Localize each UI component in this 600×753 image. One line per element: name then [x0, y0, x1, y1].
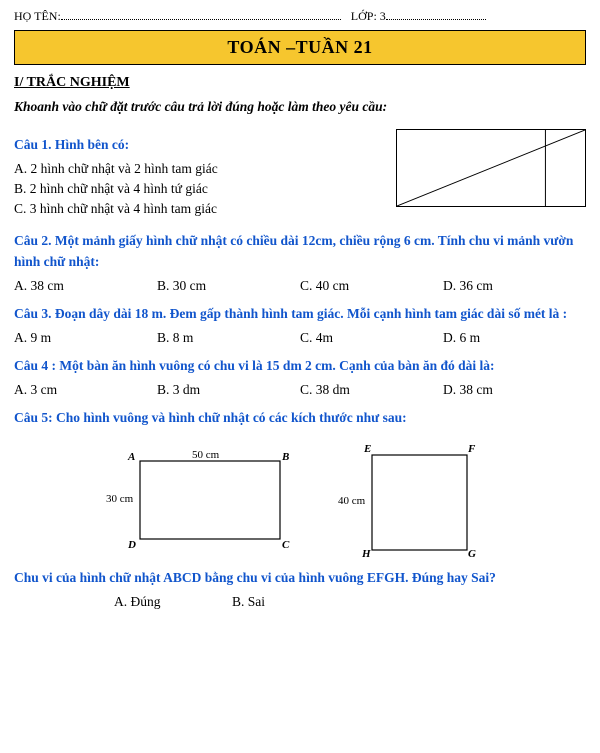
q2-opt-b: B. 30 cm [157, 278, 300, 294]
q5-opt-a: A. Đúng [114, 594, 232, 610]
q1: Câu 1. Hình bên có: A. 2 hình chữ nhật v… [14, 125, 586, 221]
header-row: HỌ TÊN: LỚP: 3 [14, 8, 586, 24]
q2-opt-a: A. 38 cm [14, 278, 157, 294]
q5-sq-G: G [468, 548, 476, 560]
q5-sq-F: F [468, 443, 475, 455]
q1-opt-c: C. 3 hình chữ nhật và 4 hình tam giác [14, 201, 388, 217]
q5-sq-E: E [364, 443, 371, 455]
q4-opt-b: B. 3 dm [157, 382, 300, 398]
q5-rect: A B C D 50 cm 30 cm [120, 443, 290, 553]
q1-figure [396, 129, 586, 207]
q5-rect-A: A [128, 451, 135, 463]
q5-rect-C: C [282, 539, 289, 551]
q2-prompt: Câu 2. Một mảnh giấy hình chữ nhật có ch… [14, 231, 586, 272]
q5-square: E F G H 40 cm [350, 443, 480, 558]
q2-opt-d: D. 36 cm [443, 278, 586, 294]
class-label: LỚP: 3 [351, 9, 386, 24]
q1-prompt: Câu 1. Hình bên có: [14, 135, 388, 155]
q5-prompt: Câu 5: Cho hình vuông và hình chữ nhật c… [14, 408, 586, 428]
q2-opt-c: C. 40 cm [300, 278, 443, 294]
q3-opt-c: C. 4m [300, 330, 443, 346]
q5-figures: A B C D 50 cm 30 cm E F G H 40 cm [14, 443, 586, 558]
q3-prompt: Câu 3. Đoạn dây dài 18 m. Đem gấp thành … [14, 304, 586, 324]
q3-opts: A. 9 m B. 8 m C. 4m D. 6 m [14, 330, 586, 346]
q5-question: Chu vi của hình chữ nhật ABCD bằng chu v… [14, 568, 586, 588]
q2-opts: A. 38 cm B. 30 cm C. 40 cm D. 36 cm [14, 278, 586, 294]
q5-sq-left-dim: 40 cm [338, 495, 365, 507]
name-line [61, 8, 341, 20]
q5-opts: A. Đúng B. Sai [14, 594, 586, 610]
q1-opt-a: A. 2 hình chữ nhật và 2 hình tam giác [14, 161, 388, 177]
name-label: HỌ TÊN: [14, 9, 61, 24]
q5-rect-left-dim: 30 cm [106, 493, 133, 505]
q4-opt-c: C. 38 dm [300, 382, 443, 398]
q4-prompt: Câu 4 : Một bàn ăn hình vuông có chu vi … [14, 356, 586, 376]
section-instruction: Khoanh vào chữ đặt trước câu trả lời đún… [14, 99, 586, 115]
page-title: TOÁN –TUẦN 21 [14, 30, 586, 65]
name-field: HỌ TÊN: [14, 8, 341, 24]
q5-sq-H: H [362, 548, 371, 560]
class-field: LỚP: 3 [351, 8, 486, 24]
q3-opt-d: D. 6 m [443, 330, 586, 346]
q4-opt-d: D. 38 cm [443, 382, 586, 398]
q5-opt-b: B. Sai [232, 594, 350, 610]
q1-opt-b: B. 2 hình chữ nhật và 4 hình tứ giác [14, 181, 388, 197]
q5-rect-B: B [282, 451, 289, 463]
section-heading: I/ TRẮC NGHIỆM [14, 75, 586, 91]
q5-rect-D: D [128, 539, 136, 551]
q3-opt-b: B. 8 m [157, 330, 300, 346]
q4-opts: A. 3 cm B. 3 dm C. 38 dm D. 38 cm [14, 382, 586, 398]
q3-opt-a: A. 9 m [14, 330, 157, 346]
q5-rect-top-dim: 50 cm [192, 449, 219, 461]
class-line [386, 8, 486, 20]
q4-opt-a: A. 3 cm [14, 382, 157, 398]
